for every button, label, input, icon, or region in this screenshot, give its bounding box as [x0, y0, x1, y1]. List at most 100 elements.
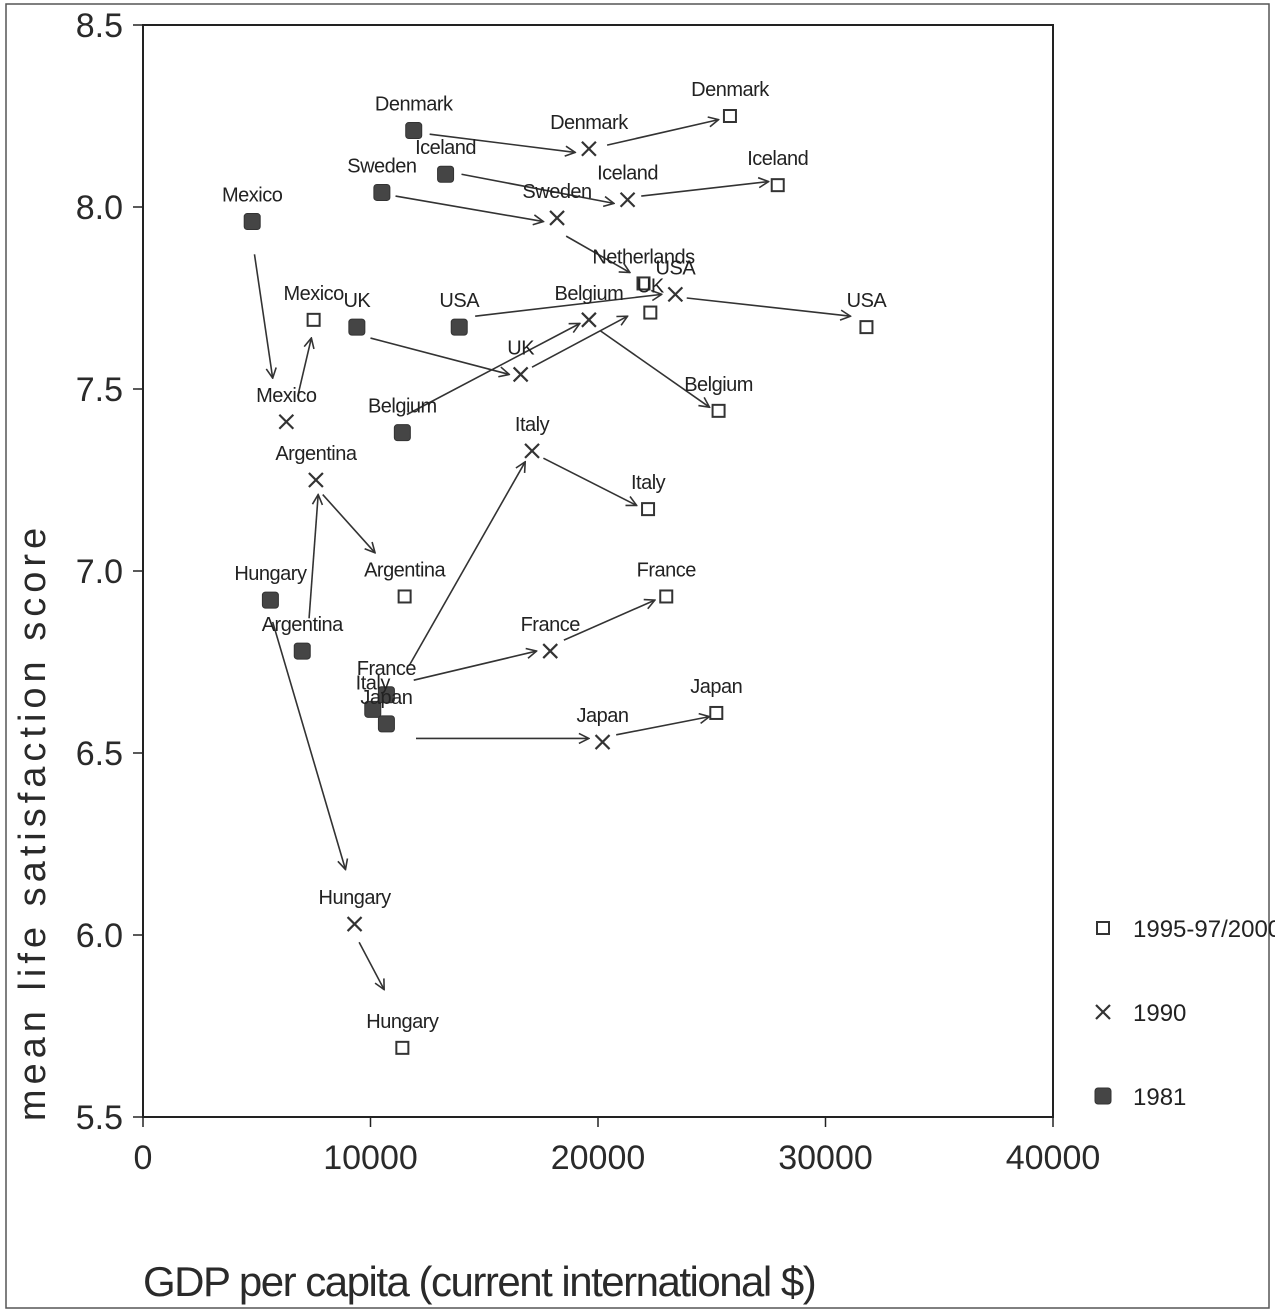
marker-1990-hungary — [346, 916, 363, 932]
point-label-1990-uk: UK — [507, 337, 535, 359]
point-label-1990-usa: USA — [656, 257, 697, 279]
marker-1990-mexico — [278, 413, 295, 430]
point-label-1981-iceland: Iceland — [415, 137, 476, 159]
marker-1990-sweden — [549, 210, 565, 226]
point-label-1990-denmark: Denmark — [550, 112, 629, 134]
marker-1995-97-2000-mexico — [306, 312, 321, 327]
marker-1990-belgium — [581, 312, 597, 328]
point-label-1981-usa: USA — [439, 290, 480, 312]
y-tick-label: 6.5 — [76, 735, 123, 773]
legend-label-1990: 1990 — [1133, 1000, 1186, 1027]
point-label-1981-italy: Italy — [356, 672, 391, 694]
point-label-1981-uk: UK — [343, 290, 371, 312]
legend-label-1995-97-2000: 1995-97/2000 — [1133, 916, 1275, 943]
point-label-1981-denmark: Denmark — [375, 94, 454, 116]
point-label-1995-97-2000-argentina: Argentina — [364, 559, 446, 581]
axis-ticks: 0 10000 20000 30000 40000 5.5 6.0 6.5 7.0 7.5 8.0 8… — [76, 7, 1101, 1177]
point-label-1995-97-2000-netherlands: Netherlands — [592, 246, 695, 268]
y-tick-label: 5.5 — [76, 1099, 123, 1137]
point-label-1981-mexico: Mexico — [222, 185, 283, 207]
marker-1981-hungary — [261, 591, 279, 609]
point-label-1995-97-2000-hungary: Hungary — [366, 1011, 439, 1033]
marker-1990-japan — [594, 734, 611, 750]
trend-arrow — [461, 173, 614, 203]
marker-1995-97-2000-iceland — [770, 178, 785, 193]
point-label-1995-97-2000-uk: UK — [637, 276, 665, 298]
point-labels-layer: DenmarkIcelandNetherlandsUKUSAMexicoBelg… — [222, 79, 888, 1033]
trend-arrow — [563, 600, 655, 641]
x-tick-label: 0 — [134, 1139, 153, 1177]
x-axis-title: GDP per capita (current international $) — [143, 1258, 815, 1305]
marker-1981-sweden — [373, 183, 391, 201]
legend-marker-1981 — [1094, 1087, 1112, 1105]
marker-1981-france — [377, 686, 395, 704]
marker-1995-97-2000-belgium — [711, 403, 726, 418]
point-label-1995-97-2000-belgium: Belgium — [684, 374, 753, 396]
marker-1990-denmark — [581, 140, 597, 157]
marker-1981-italy — [364, 700, 382, 718]
point-label-1995-97-2000-japan: Japan — [690, 676, 742, 698]
y-tick-label: 7.0 — [76, 553, 123, 591]
point-label-1990-sweden: Sweden — [522, 181, 591, 203]
point-label-1981-belgium: Belgium — [368, 396, 437, 418]
trend-arrow — [271, 621, 346, 870]
marker-1995-97-2000-japan — [709, 705, 724, 720]
marker-1981-belgium — [393, 424, 411, 442]
point-label-1990-japan: Japan — [577, 705, 629, 727]
point-label-1995-97-2000-france: France — [637, 559, 697, 581]
trend-arrow — [370, 337, 510, 374]
trend-arrow — [395, 195, 544, 221]
x-tick-label: 30000 — [778, 1139, 873, 1177]
point-label-1990-mexico: Mexico — [256, 385, 317, 407]
point-label-1995-97-2000-usa: USA — [847, 290, 888, 312]
point-label-1990-iceland: Iceland — [597, 163, 658, 185]
trend-arrow — [599, 330, 709, 407]
trend-arrow — [408, 462, 525, 667]
legend-marker-1990 — [1095, 1004, 1111, 1020]
point-label-1981-france: France — [357, 658, 417, 680]
point-label-1981-sweden: Sweden — [347, 155, 416, 177]
marker-1981-iceland — [437, 165, 455, 183]
point-label-1990-belgium: Belgium — [555, 283, 624, 305]
point-label-1990-hungary: Hungary — [319, 887, 392, 909]
marker-1995-97-2000-netherlands — [636, 276, 651, 291]
marker-1995-97-2000-uk — [643, 305, 658, 320]
arrows-layer — [253, 120, 851, 990]
point-label-1981-hungary: Hungary — [234, 563, 307, 585]
trend-arrow — [475, 294, 662, 317]
marker-1990-italy — [524, 443, 540, 459]
marker-1995-97-2000-usa — [859, 320, 874, 335]
trend-arrow — [406, 323, 580, 416]
trend-arrow — [358, 941, 384, 989]
marker-1981-japan — [377, 715, 395, 733]
trend-arrow — [429, 133, 576, 152]
marker-1995-97-2000-argentina — [397, 589, 412, 604]
y-tick-label: 8.0 — [76, 189, 123, 227]
trend-arrow — [606, 120, 718, 146]
trend-arrow — [413, 651, 537, 681]
trend-arrow — [531, 316, 628, 368]
marker-1995-97-2000-denmark — [722, 109, 737, 123]
trend-arrow — [296, 338, 312, 397]
marker-1990-argentina — [308, 472, 324, 488]
marker-1995-97-2000-hungary — [395, 1040, 410, 1055]
point-label-1990-argentina: Argentina — [275, 443, 357, 465]
markers-layer — [243, 109, 874, 1055]
y-tick-label: 6.0 — [76, 917, 123, 955]
marker-1995-97-2000-france — [659, 589, 674, 604]
trend-arrow — [616, 717, 709, 736]
marker-1981-mexico — [243, 213, 261, 231]
trend-arrow — [253, 254, 272, 378]
legend-marker-1995-97-2000 — [1096, 921, 1110, 935]
marker-1981-argentina — [293, 642, 311, 660]
trend-arrow — [308, 495, 318, 619]
marker-1995-97-2000-italy — [641, 502, 656, 517]
point-label-1995-97-2000-denmark: Denmark — [691, 79, 770, 101]
x-tick-label: 40000 — [1006, 1139, 1101, 1177]
trend-arrow — [686, 297, 851, 316]
marker-1990-iceland — [619, 191, 636, 208]
marker-1990-france — [542, 643, 559, 659]
y-tick-label: 7.5 — [76, 371, 123, 409]
trend-arrow — [565, 235, 630, 272]
